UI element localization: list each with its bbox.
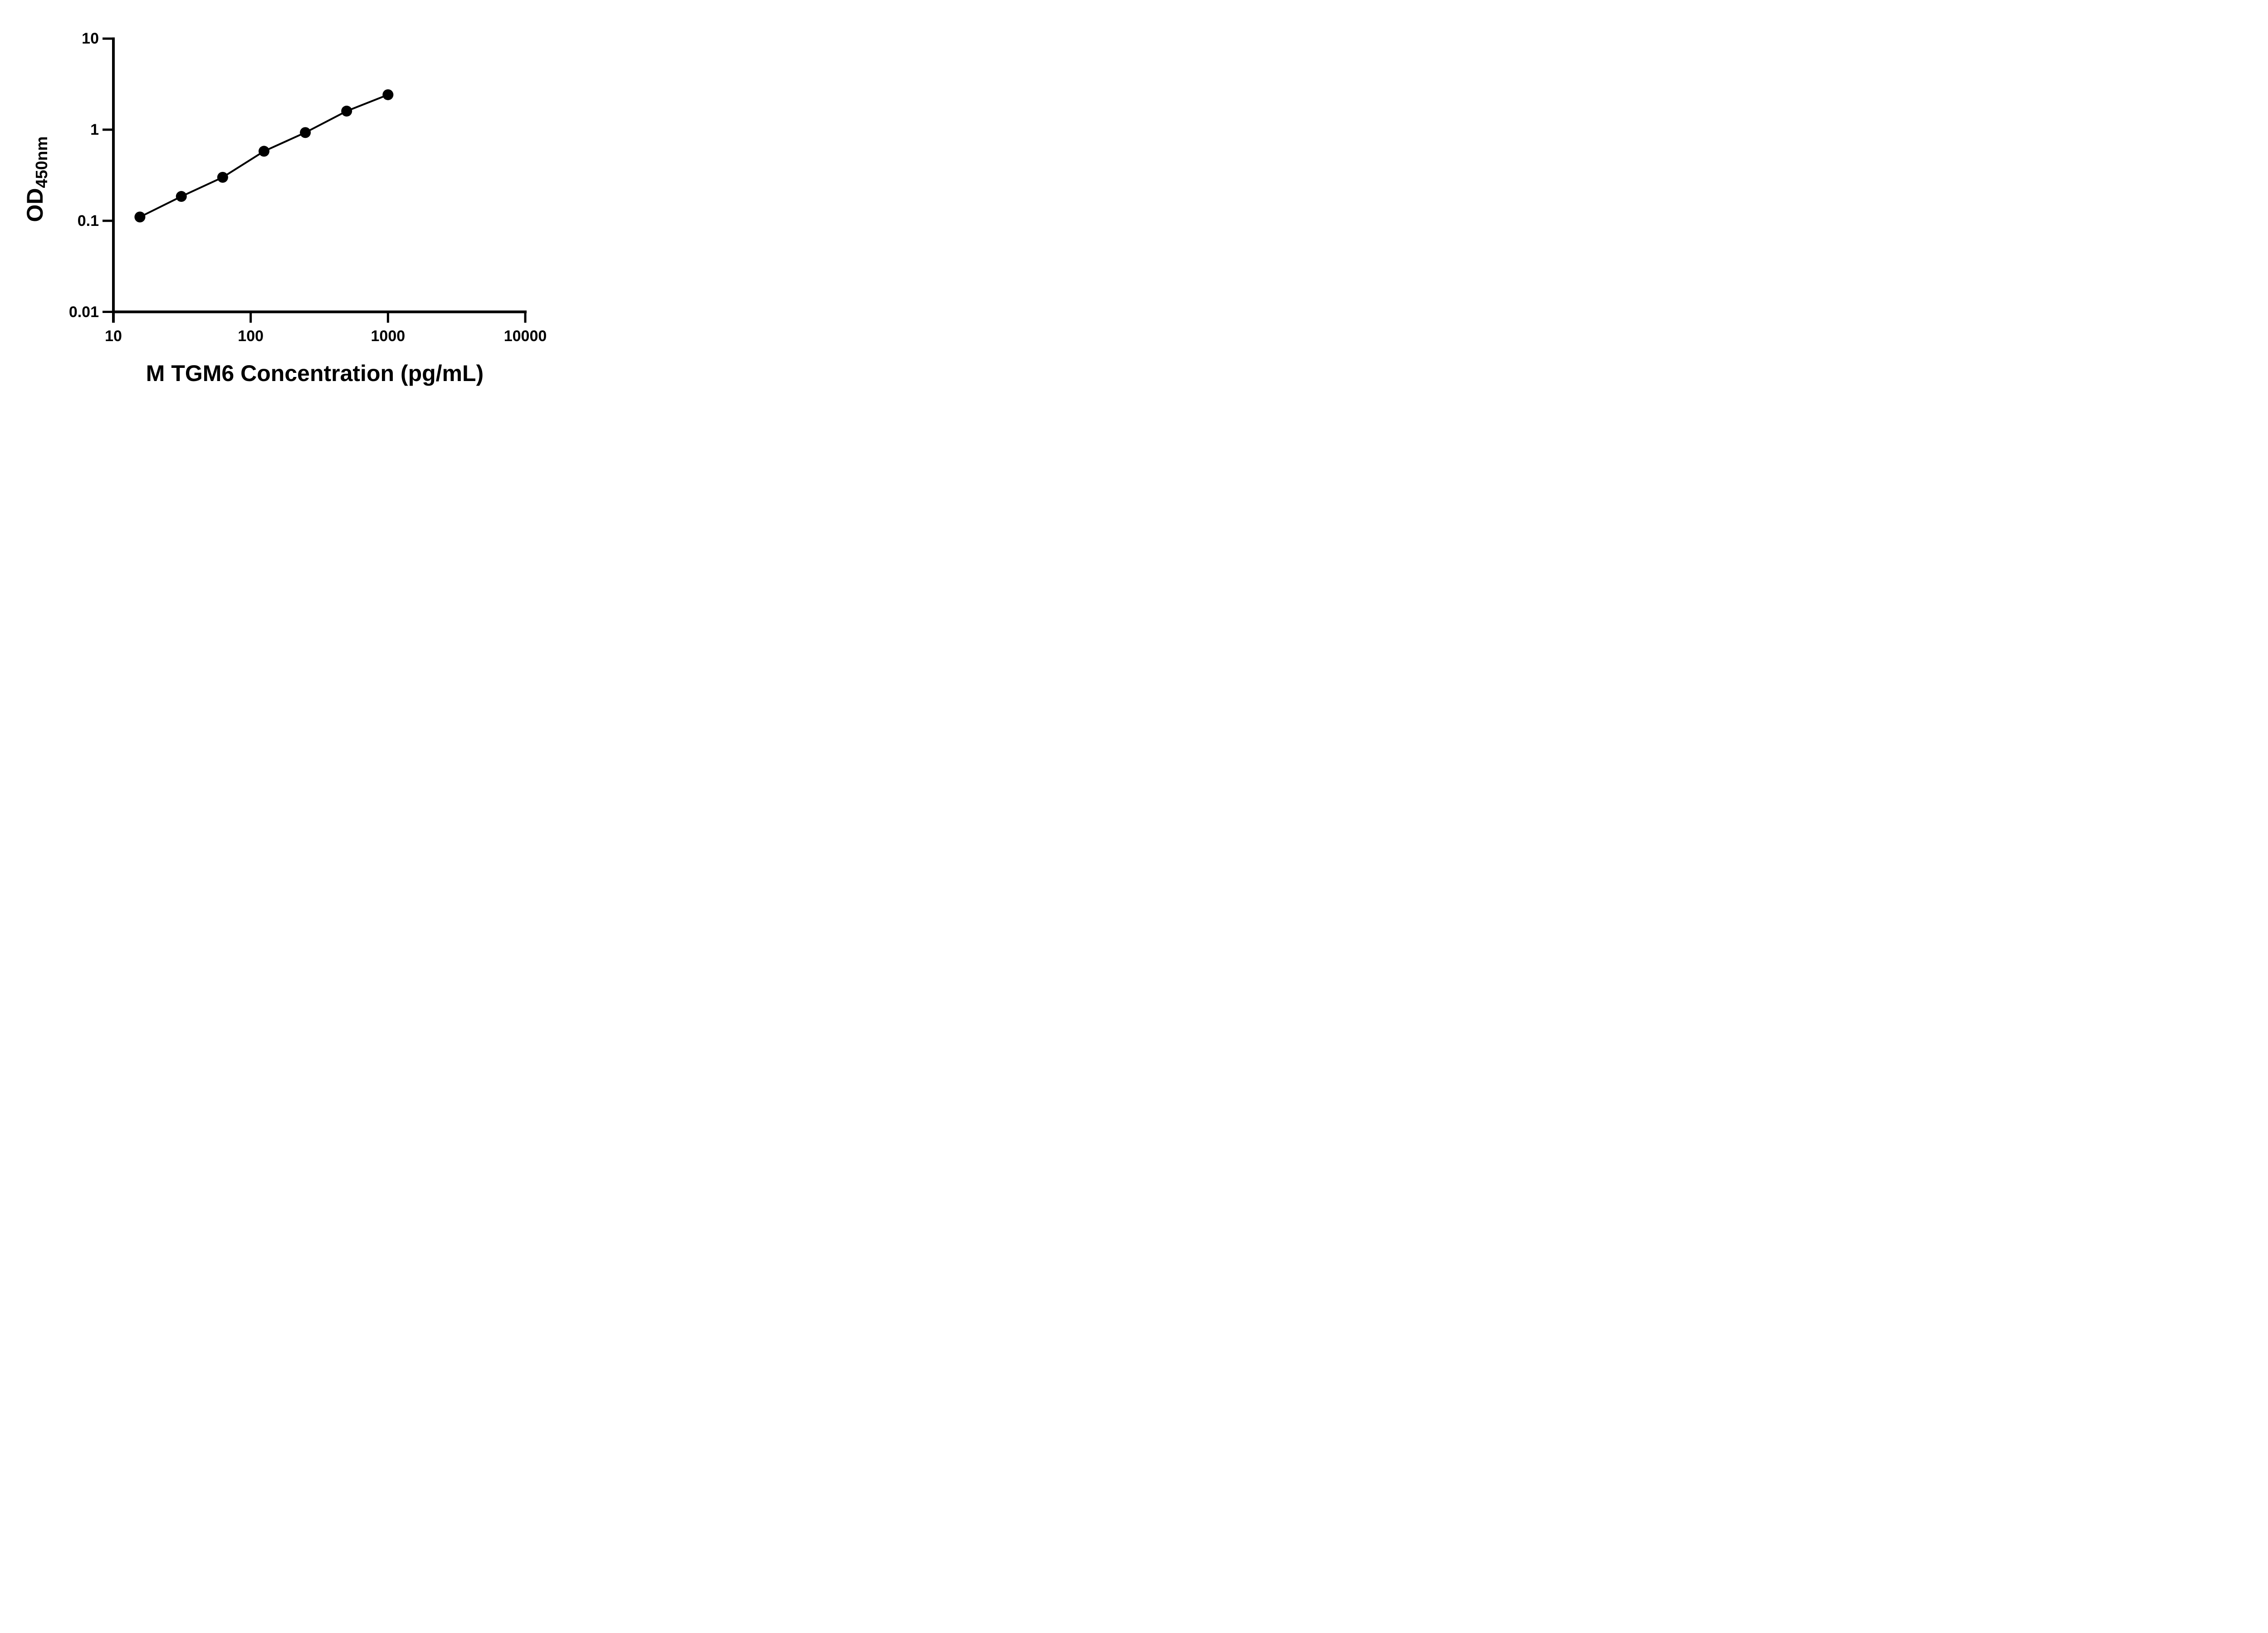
data-point-2 <box>176 191 187 202</box>
data-point-4 <box>259 146 270 157</box>
x-tick-label-1000: 1000 <box>371 328 406 345</box>
data-point-1 <box>134 211 146 223</box>
y-tick-label-1: 1 <box>90 121 99 138</box>
y-axis-title-main: OD <box>22 188 48 222</box>
y-tick-label-10: 10 <box>82 30 99 48</box>
y-tick-label-0.01: 0.01 <box>68 303 99 321</box>
x-tick-label-10: 10 <box>105 328 122 345</box>
data-point-3 <box>217 171 228 183</box>
data-point-6 <box>341 105 352 117</box>
plot-canvas <box>103 37 527 323</box>
x-tick-label-100: 100 <box>238 328 264 345</box>
x-axis-title: M TGM6 Concentration (pg/mL) <box>146 361 484 386</box>
x-tick-label-10000: 10000 <box>503 328 547 345</box>
y-axis-title: OD 450nm <box>22 136 51 222</box>
y-tick-label-0.1: 0.1 <box>77 212 99 230</box>
data-point-5 <box>300 127 311 138</box>
standard-curve-figure: 10 1 0.1 0.01 10 100 1000 10000 OD 450nm M TGM6… <box>0 0 583 408</box>
data-point-7 <box>382 89 394 100</box>
y-axis-title-subscript: 450nm <box>32 136 51 188</box>
